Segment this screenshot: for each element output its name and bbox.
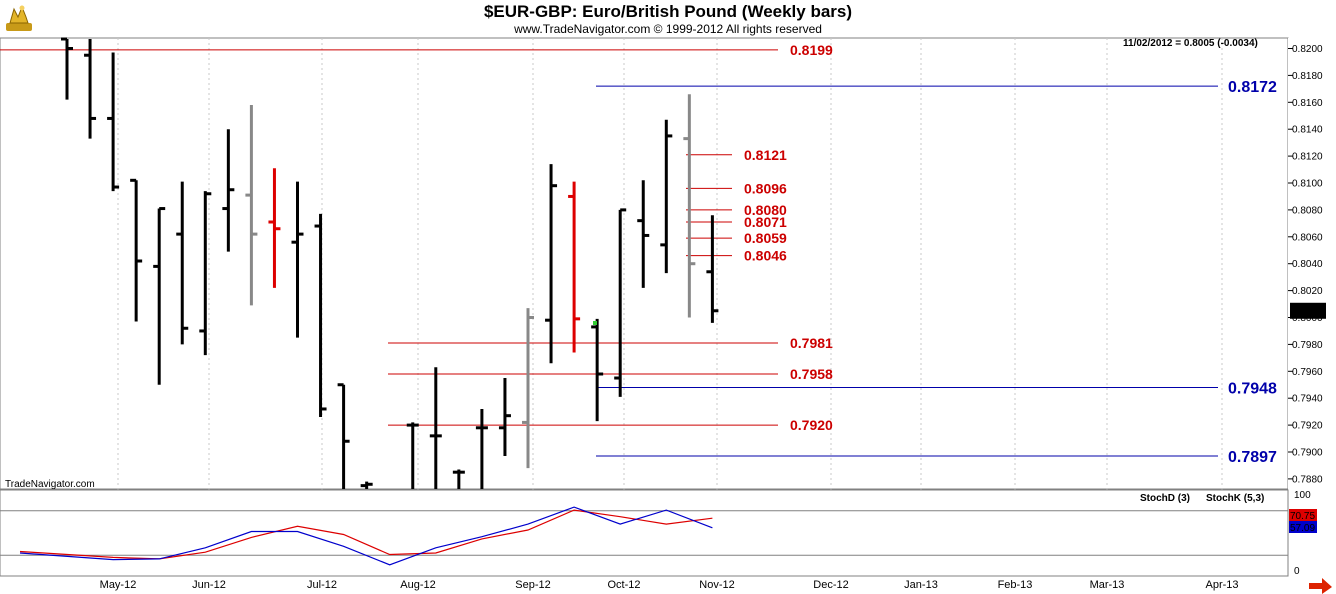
ohlc-bar <box>498 378 511 457</box>
y-tick-label: 0.8160 <box>1292 98 1323 109</box>
ohlc-bar <box>522 308 534 469</box>
month-label: Oct-12 <box>607 579 640 591</box>
ohlc-bar <box>360 481 373 489</box>
watermark: TradeNavigator.com <box>5 479 95 490</box>
y-tick-label: 0.8040 <box>1292 259 1323 270</box>
blue-level-label: 0.8172 <box>1228 79 1277 96</box>
ohlc-bar <box>61 37 73 100</box>
red-level-label: 0.8080 <box>744 202 787 218</box>
ohlc-bar <box>199 191 212 356</box>
ohlc-bar <box>268 168 281 288</box>
red-level-label: 0.8046 <box>744 248 787 264</box>
month-label: Apr-13 <box>1205 579 1238 591</box>
ohlc-bar <box>84 39 97 139</box>
month-label: Jul-12 <box>307 579 337 591</box>
ohlc-bar <box>591 318 604 422</box>
ohlc-bar <box>153 207 166 385</box>
y-tick-label: 0.8200 <box>1292 44 1323 55</box>
red-level-label: 0.8059 <box>744 230 787 246</box>
stoch-k-value-box <box>1289 521 1317 533</box>
scroll-right-arrow-icon[interactable] <box>1309 578 1332 594</box>
price-panel: 0.82000.81800.81600.81400.81200.81000.80… <box>0 37 1336 576</box>
month-label: Feb-13 <box>998 579 1033 591</box>
stoch-scale-top: 100 <box>1294 490 1311 501</box>
y-tick-label: 0.8120 <box>1292 152 1323 163</box>
ohlc-bar <box>222 129 235 252</box>
ohlc-bar <box>683 94 696 318</box>
blue-level-label: 0.7948 <box>1228 380 1277 397</box>
stoch-k-legend: StochK (5,3) <box>1206 493 1264 504</box>
stoch-d-legend: StochD (3) <box>1140 493 1190 504</box>
red-level-label: 0.7920 <box>790 417 833 433</box>
last-price-box <box>1290 302 1326 319</box>
stoch-d-value: 70.75 <box>1290 511 1315 522</box>
month-label: May-12 <box>100 579 137 591</box>
trade-navigator-logo-icon <box>6 5 32 31</box>
chart-title: $EUR-GBP: Euro/British Pound (Weekly bar… <box>483 2 853 21</box>
y-tick-label: 0.7880 <box>1292 474 1323 485</box>
y-tick-label: 0.8080 <box>1292 205 1323 216</box>
chart-subtitle: www.TradeNavigator.com © 1999-2012 All r… <box>514 22 822 36</box>
y-tick-label: 0.7940 <box>1292 394 1323 405</box>
y-tick-label: 0.7920 <box>1292 421 1323 432</box>
red-level-label: 0.8199 <box>790 42 833 58</box>
y-tick-label: 0.7900 <box>1292 448 1323 459</box>
y-tick-label: 0.8180 <box>1292 71 1323 82</box>
ohlc-bar <box>130 178 143 322</box>
ohlc-bar <box>706 215 719 323</box>
month-label: Jan-13 <box>904 579 938 591</box>
y-tick-label: 0.8060 <box>1292 232 1323 243</box>
stoch-d-line <box>19 509 713 560</box>
stoch-scale-bottom: 0 <box>1294 566 1300 577</box>
stoch-plot-area <box>0 489 1289 577</box>
month-label: Aug-12 <box>400 579 435 591</box>
ohlc-bar <box>545 164 558 364</box>
ohlc-bar <box>337 383 350 489</box>
ohlc-bar <box>314 213 327 418</box>
ohlc-bar <box>660 119 673 274</box>
y-tick-label: 0.7960 <box>1292 367 1323 378</box>
stoch-k-value: 57.09 <box>1290 523 1315 534</box>
month-label: Dec-12 <box>813 579 848 591</box>
stoch-k-line <box>19 506 713 566</box>
y-tick-label: 0.7980 <box>1292 340 1323 351</box>
ohlc-bar <box>568 181 581 353</box>
ohlc-bar <box>176 181 189 345</box>
ohlc-bar <box>637 180 650 288</box>
red-level-label: 0.8071 <box>744 214 787 230</box>
ohlc-bar <box>429 367 442 489</box>
signal-marker <box>593 321 597 325</box>
stoch-d-value-box <box>1289 509 1317 521</box>
ohlc-bar <box>291 181 304 338</box>
y-tick-label: 0.8140 <box>1292 125 1323 136</box>
ohlc-bar <box>245 104 258 306</box>
last-price-label: .8005 <box>1292 307 1317 318</box>
red-level-label: 0.7958 <box>790 366 833 382</box>
red-level-label: 0.7981 <box>790 335 833 351</box>
price-readout: 11/02/2012 = 0.8005 (-0.0034) <box>1123 38 1258 49</box>
ohlc-bar <box>614 208 627 397</box>
month-label: Nov-12 <box>699 579 734 591</box>
month-label: Jun-12 <box>192 579 226 591</box>
y-tick-label: 0.8020 <box>1292 286 1323 297</box>
ohlc-bar <box>107 52 120 192</box>
red-level-label: 0.8096 <box>744 180 787 196</box>
ohlc-bar <box>452 469 465 489</box>
y-tick-label: 0.8100 <box>1292 179 1323 190</box>
month-label: Mar-13 <box>1090 579 1125 591</box>
blue-level-label: 0.7897 <box>1228 449 1277 466</box>
chart-header: $EUR-GBP: Euro/British Pound (Weekly bar… <box>0 0 1336 38</box>
red-level-label: 0.8121 <box>744 147 787 163</box>
month-label: Sep-12 <box>515 579 550 591</box>
ohlc-bar <box>406 422 419 489</box>
ohlc-bar <box>475 408 488 489</box>
